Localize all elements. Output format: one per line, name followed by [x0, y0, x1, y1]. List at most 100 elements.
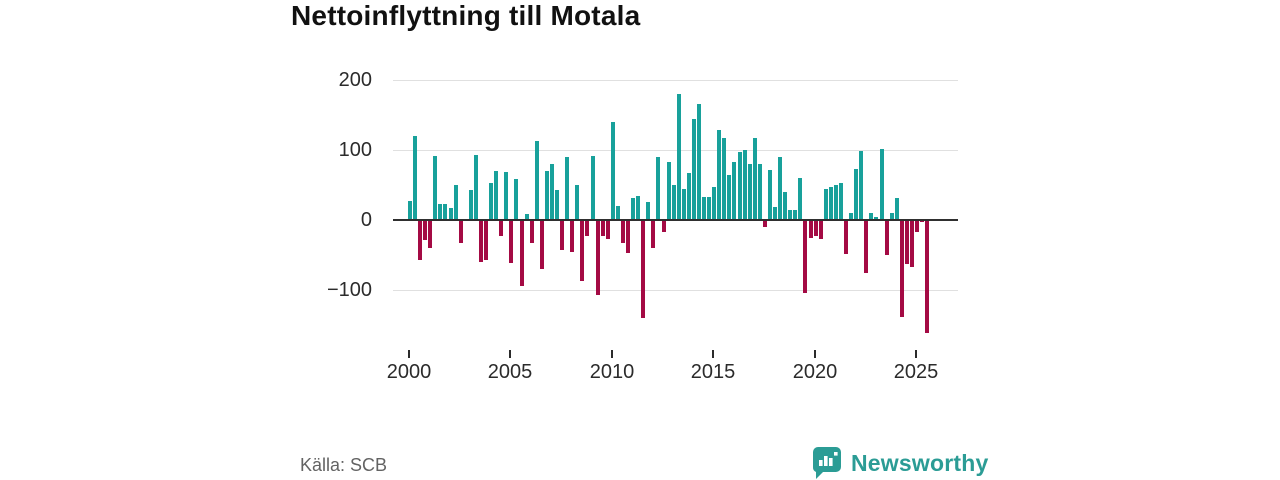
bar-2007q1: [550, 164, 554, 219]
bar-2008q2: [575, 185, 579, 219]
bar-2025q1: [915, 221, 919, 232]
bar-2018q1: [773, 207, 777, 219]
x-tick-mark: [408, 350, 410, 358]
bar-2020q1: [814, 221, 818, 236]
bar-2016q2: [738, 152, 742, 219]
bar-2014q4: [707, 197, 711, 219]
bar-2013q4: [687, 173, 691, 219]
x-tick-label: 2015: [690, 361, 736, 383]
bar-2002q2: [454, 185, 458, 219]
bar-2015q1: [712, 187, 716, 219]
bar-2006q3: [540, 221, 544, 269]
x-tick-label: 2025: [893, 361, 939, 383]
x-tick-label: 2000: [386, 361, 432, 383]
x-axis-zero-line: [393, 219, 958, 221]
bar-2023q3: [885, 221, 889, 255]
bar-2005q1: [509, 221, 513, 263]
bar-2024q2: [900, 221, 904, 317]
bar-2000q4: [423, 221, 427, 240]
bar-2021q4: [849, 213, 853, 219]
bar-2023q1: [874, 217, 878, 219]
bar-2005q3: [520, 221, 524, 286]
source-note: Källa: SCB: [300, 455, 388, 475]
bar-2024q3: [905, 221, 909, 264]
bar-2020q2: [819, 221, 823, 239]
bar-2002q3: [459, 221, 463, 243]
x-tick-label: 2010: [589, 361, 635, 383]
bar-2010q1: [611, 122, 615, 219]
bar-2013q2: [677, 94, 681, 219]
bar-2007q4: [565, 157, 569, 219]
bar-2024q4: [910, 221, 914, 267]
bar-2022q4: [869, 213, 873, 219]
bar-2004q1: [489, 183, 493, 219]
gridline: [393, 150, 958, 151]
bar-2014q2: [697, 104, 701, 219]
bar-2000q1: [408, 201, 412, 219]
bar-2003q2: [474, 155, 478, 219]
bar-2025q2: [920, 221, 924, 222]
gridline: [393, 290, 958, 291]
bar-2009q2: [596, 221, 600, 295]
bar-2021q3: [844, 221, 848, 254]
bar-2008q4: [585, 221, 589, 236]
y-tick-label: 200: [338, 69, 372, 91]
bar-2009q3: [601, 221, 605, 236]
x-tick-mark: [814, 350, 816, 358]
bar-2012q3: [662, 221, 666, 232]
bar-2009q1: [591, 156, 595, 219]
y-tick-label: 100: [338, 139, 372, 161]
bar-2009q4: [606, 221, 610, 239]
bar-2021q1: [834, 185, 838, 219]
bar-2007q2: [555, 190, 559, 219]
bar-2000q2: [413, 136, 417, 219]
bar-2015q4: [727, 175, 731, 219]
bar-2015q3: [722, 138, 726, 219]
y-tick-label: 0: [360, 209, 372, 231]
bar-2019q1: [793, 210, 797, 219]
bar-2001q1: [428, 221, 432, 248]
bar-2016q3: [743, 150, 747, 219]
bar-2023q2: [880, 149, 884, 219]
bar-2002q1: [449, 208, 453, 219]
x-tick-mark: [915, 350, 917, 358]
bar-2023q4: [890, 213, 894, 219]
bar-2011q3: [641, 221, 645, 318]
bar-2019q3: [803, 221, 807, 293]
newsworthy-logo: Newsworthy: [812, 446, 988, 480]
bar-2020q3: [824, 189, 828, 219]
x-tick-label: 2005: [487, 361, 533, 383]
x-tick-mark: [712, 350, 714, 358]
bar-2006q4: [545, 171, 549, 219]
bar-2008q1: [570, 221, 574, 252]
x-tick-mark: [509, 350, 511, 358]
bar-2014q1: [692, 119, 696, 219]
bar-2001q2: [433, 156, 437, 219]
bar-2008q3: [580, 221, 584, 281]
bar-2007q3: [560, 221, 564, 250]
bar-2017q4: [768, 170, 772, 219]
bar-2010q4: [626, 221, 630, 253]
bar-2016q1: [732, 162, 736, 219]
bar-2004q4: [504, 172, 508, 219]
bar-2012q4: [667, 162, 671, 219]
bar-2015q2: [717, 130, 721, 219]
bar-2005q4: [525, 214, 529, 219]
bar-2004q2: [494, 171, 498, 219]
bar-2020q4: [829, 187, 833, 219]
bar-2006q1: [530, 221, 534, 243]
bar-2013q3: [682, 189, 686, 219]
bar-2024q1: [895, 198, 899, 219]
bar-2025q3: [925, 221, 929, 333]
bar-2017q3: [763, 221, 767, 227]
y-tick-label: −100: [326, 279, 372, 301]
bar-2022q3: [864, 221, 868, 273]
bar-2021q2: [839, 183, 843, 219]
bar-2005q2: [514, 179, 518, 219]
bar-2019q4: [809, 221, 813, 238]
bar-2016q4: [748, 164, 752, 219]
gridline: [393, 80, 958, 81]
brand-name: Newsworthy: [851, 449, 989, 476]
bar-2012q1: [651, 221, 655, 248]
bar-2003q4: [484, 221, 488, 260]
